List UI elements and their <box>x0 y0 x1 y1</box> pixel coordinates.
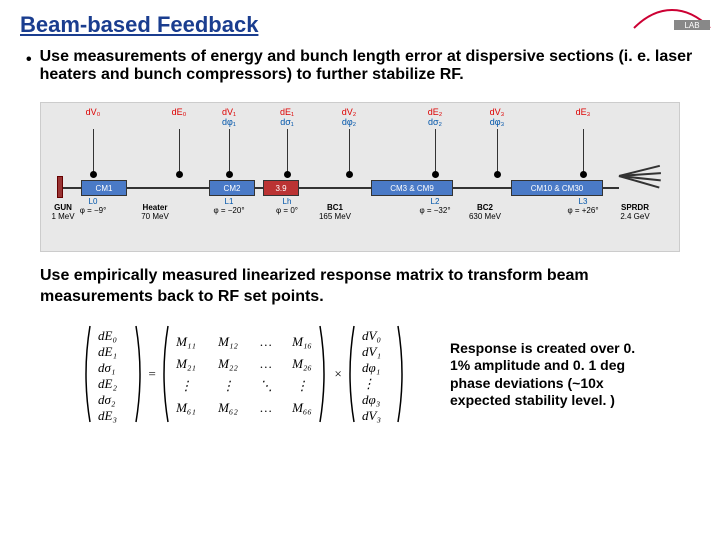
param-label: dV₃dφ₃ <box>479 107 515 127</box>
stem <box>229 129 230 174</box>
svg-text:dσ₁: dσ₁ <box>98 360 115 375</box>
svg-text:dE₃: dE₃ <box>98 408 117 423</box>
stem <box>435 129 436 174</box>
lab-logo: LAB <box>632 6 712 32</box>
svg-text:M₁₁: M₁₁ <box>175 334 196 349</box>
stem <box>497 129 498 174</box>
response-note: Response is created over 0. 1% amplitude… <box>450 340 640 410</box>
param-label: dV₀ <box>75 107 111 117</box>
bullet-dot: • <box>26 51 32 69</box>
stem <box>179 129 180 174</box>
caption-gun: GUN1 MeV <box>45 203 81 221</box>
svg-text:dφ₁: dφ₁ <box>362 360 380 375</box>
svg-text:dφ₃: dφ₃ <box>362 392 380 407</box>
svg-text:M₂₆: M₂₆ <box>291 356 312 371</box>
svg-text:M₆₁: M₆₁ <box>175 400 196 415</box>
svg-text:⋱: ⋱ <box>260 378 273 393</box>
svg-text:dσ₂: dσ₂ <box>98 392 116 407</box>
svg-text:dV₁: dV₁ <box>362 344 381 359</box>
beamline-seg <box>453 187 511 189</box>
beamline-diagram: CM1CM23.9CM3 & CM9CM10 & CM30dV₀L0φ = −9… <box>40 102 680 252</box>
svg-text:⋮: ⋮ <box>296 378 309 393</box>
stage-caption: L2φ = −32° <box>407 197 463 215</box>
beamline-seg <box>127 187 209 189</box>
svg-text:⋮: ⋮ <box>222 378 235 393</box>
svg-text:M₁₂: M₁₂ <box>217 334 238 349</box>
svg-text:×: × <box>334 366 343 381</box>
stage-caption: L1φ = −20° <box>201 197 257 215</box>
svg-text:…: … <box>260 356 272 371</box>
svg-text:…: … <box>260 400 272 415</box>
caption-heater: Heater70 MeV <box>127 203 183 221</box>
svg-text:LAB: LAB <box>684 21 699 30</box>
bullet-1-text: Use measurements of energy and bunch len… <box>40 48 700 84</box>
caption-sprdr: SPRDR2.4 GeV <box>607 203 663 221</box>
param-label: dE₁dσ₁ <box>269 107 305 127</box>
svg-text:M₂₁: M₂₁ <box>175 356 196 371</box>
svg-text:=: = <box>148 366 157 381</box>
param-label: dV₂dφ₂ <box>331 107 367 127</box>
svg-text:M₁₆: M₁₆ <box>291 334 312 349</box>
bullet-1: • Use measurements of energy and bunch l… <box>26 48 700 84</box>
beamline-seg <box>603 187 619 189</box>
slide-title: Beam-based Feedback <box>20 12 700 38</box>
module-cm3cm9: CM3 & CM9 <box>371 180 453 196</box>
caption-bc2: BC2630 MeV <box>457 203 513 221</box>
matrix-equation: dE₀dE₁dσ₁dE₂dσ₂dE₃ = M₁₁ M₁₂ … M₁₆ M₂₁ M₂₂ … M₂₆ ⋮… <box>76 320 700 430</box>
svg-text:⋮: ⋮ <box>362 376 375 391</box>
svg-text:dV₃: dV₃ <box>362 408 381 423</box>
stem <box>349 129 350 174</box>
svg-text:dV₀: dV₀ <box>362 328 381 343</box>
stage-caption: L3φ = +26° <box>555 197 611 215</box>
stem <box>287 129 288 174</box>
param-label: dE₂dσ₂ <box>417 107 453 127</box>
svg-text:dE₀: dE₀ <box>98 328 117 343</box>
param-label: dE₀ <box>161 107 197 117</box>
svg-text:…: … <box>260 334 272 349</box>
stem <box>583 129 584 174</box>
svg-text:M₆₂: M₆₂ <box>217 400 238 415</box>
slide: LAB Beam-based Feedback • Use measuremen… <box>0 0 720 540</box>
beamline-seg <box>299 187 371 189</box>
module-cm2: CM2 <box>209 180 255 196</box>
beamline-seg <box>255 187 263 189</box>
module-cm1: CM1 <box>81 180 127 196</box>
svg-text:M₂₂: M₂₂ <box>217 356 238 371</box>
stem <box>93 129 94 174</box>
mid-paragraph: Use empirically measured linearized resp… <box>40 266 680 308</box>
module-39: 3.9 <box>263 180 299 196</box>
param-label: dV₁dφ₁ <box>211 107 247 127</box>
svg-text:dE₂: dE₂ <box>98 376 117 391</box>
matrix-svg: dE₀dE₁dσ₁dE₂dσ₂dE₃ = M₁₁ M₁₂ … M₁₆ M₂₁ M₂₂ … M₂₆ ⋮… <box>76 320 436 430</box>
svg-text:M₆₆: M₆₆ <box>291 400 312 415</box>
module-cm10cm30: CM10 & CM30 <box>511 180 603 196</box>
svg-text:⋮: ⋮ <box>180 378 193 393</box>
beamline-seg <box>63 187 81 189</box>
param-label: dE₃ <box>565 107 601 117</box>
caption-bc1: BC1165 MeV <box>307 203 363 221</box>
svg-text:dE₁: dE₁ <box>98 344 117 359</box>
